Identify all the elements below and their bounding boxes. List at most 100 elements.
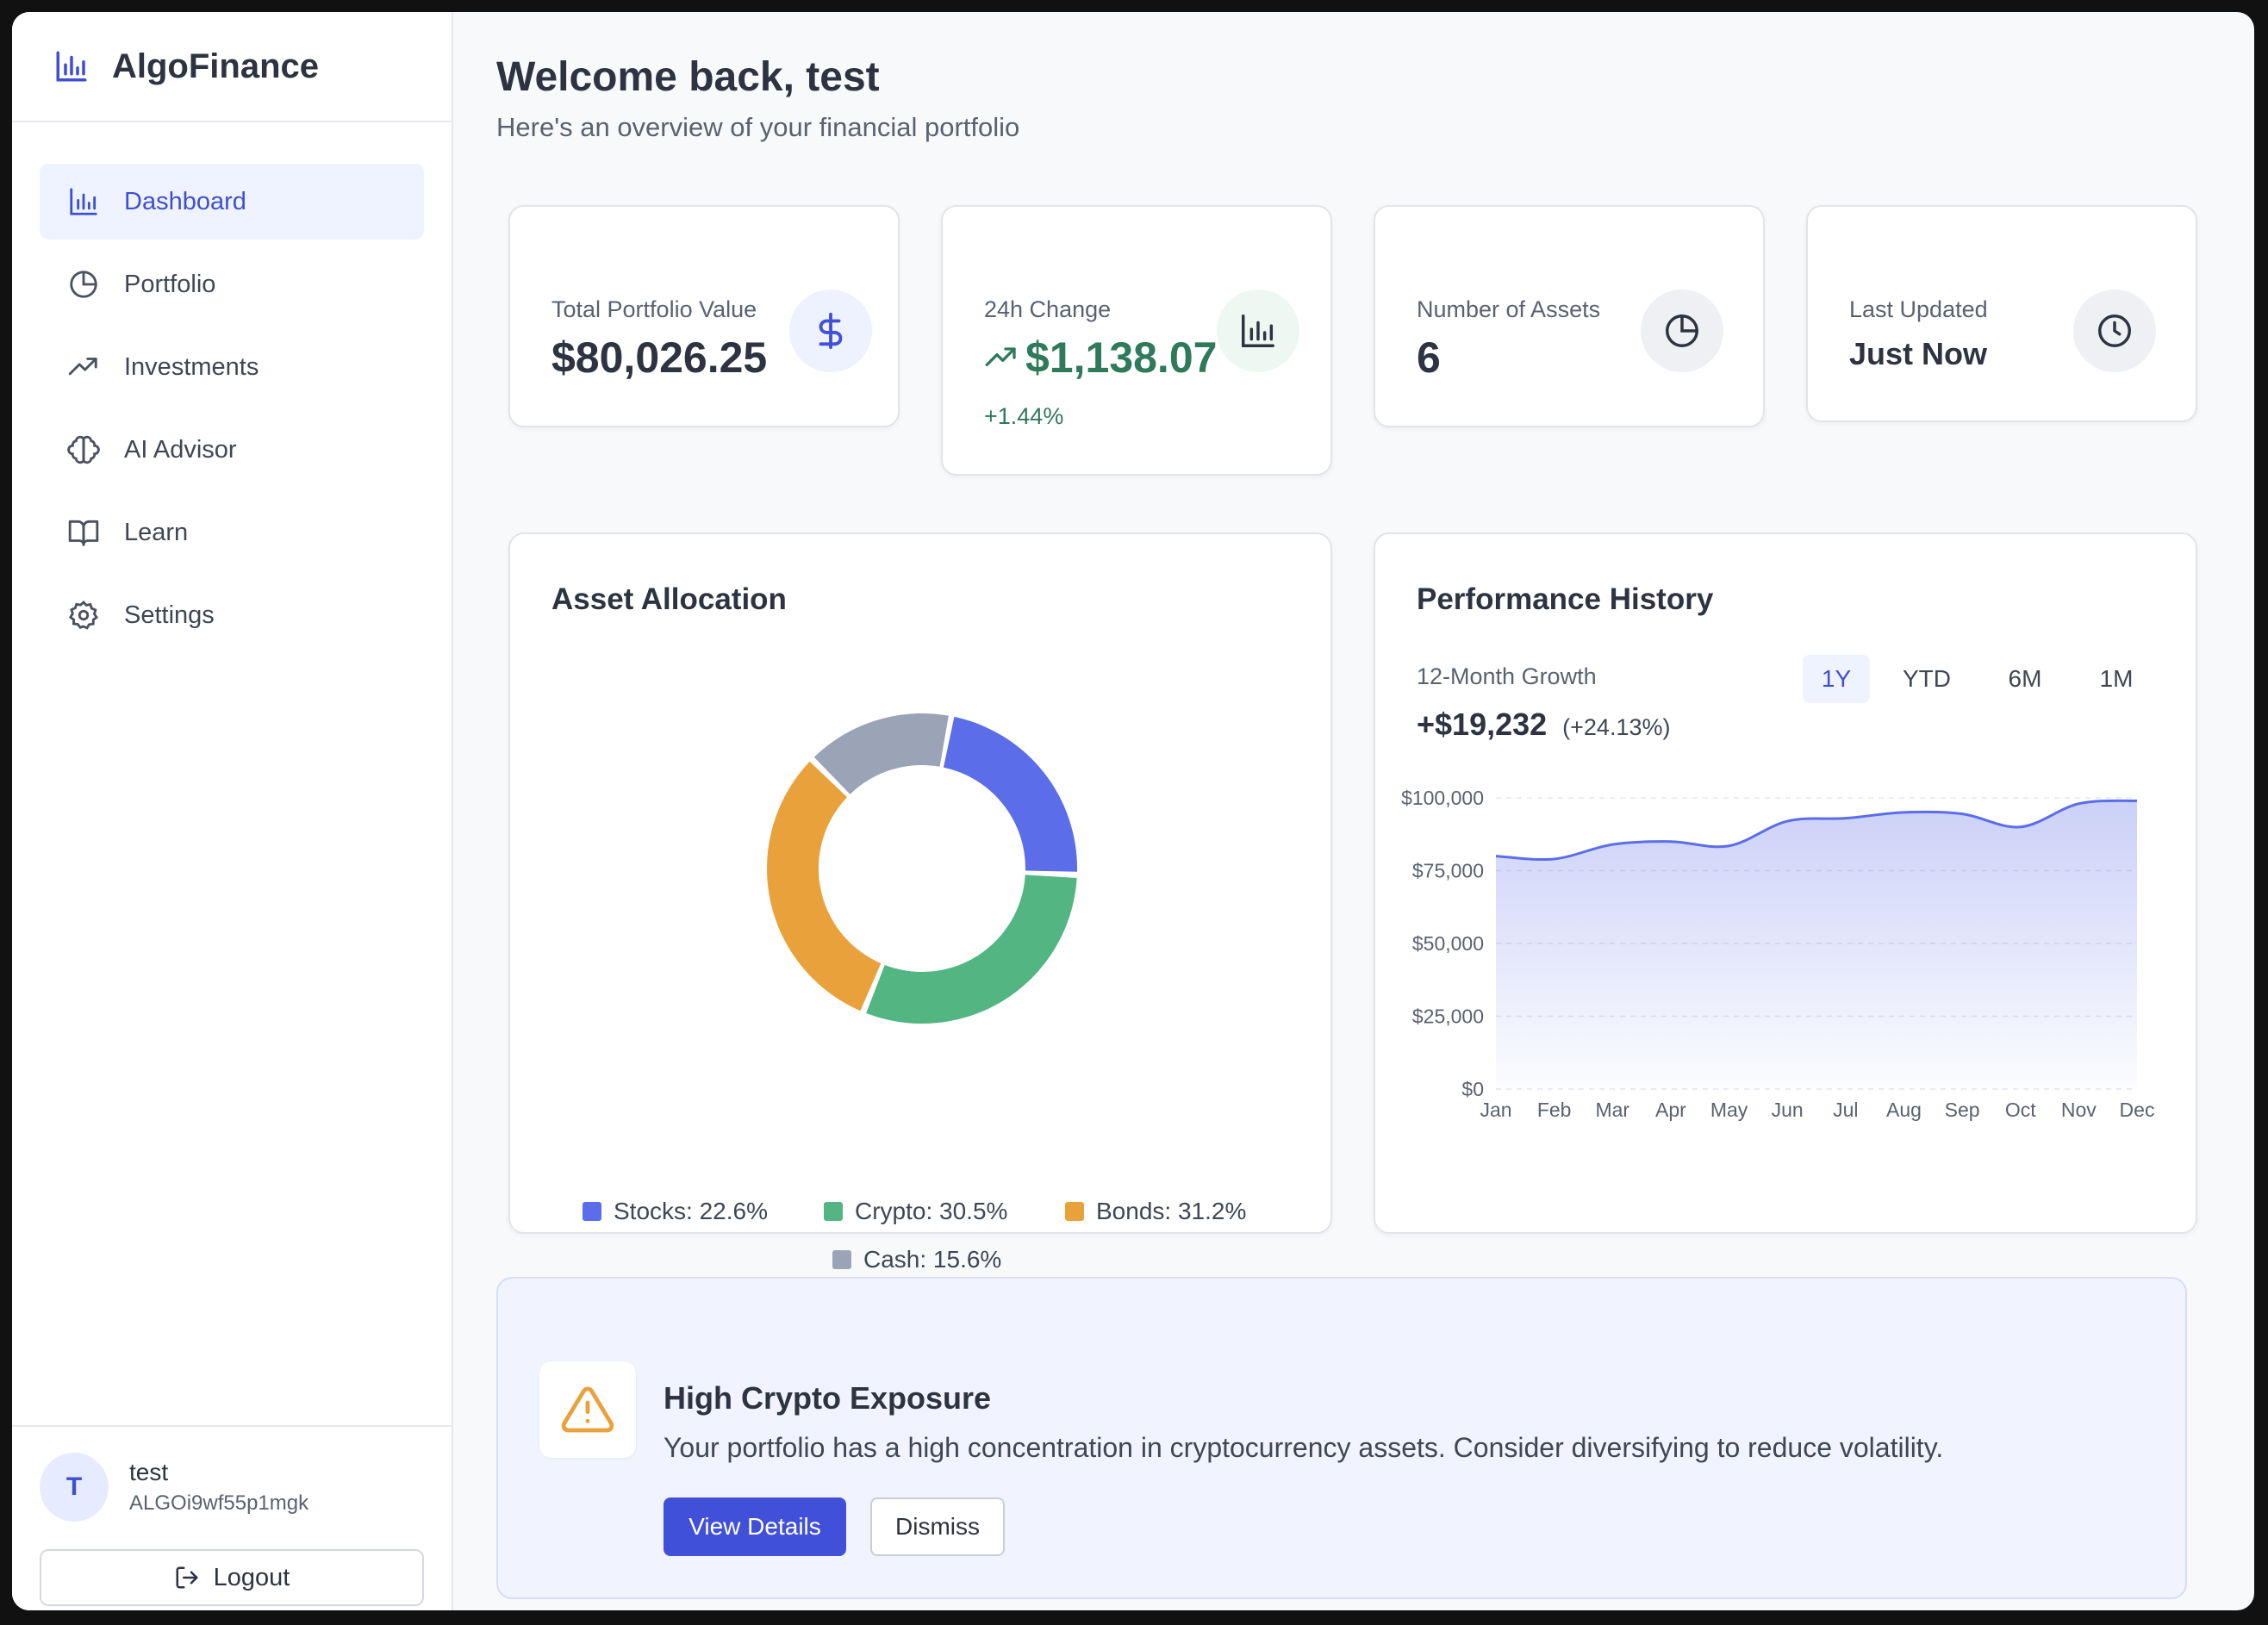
y-tick-label: $25,000 bbox=[1412, 1006, 1484, 1028]
legend-swatch bbox=[583, 1202, 601, 1221]
legend-item-stocks[interactable]: Stocks: 22.6% bbox=[583, 1198, 768, 1225]
y-tick-label: $0 bbox=[1461, 1078, 1484, 1100]
legend-swatch bbox=[832, 1250, 851, 1269]
legend-label: Cash: 15.6% bbox=[863, 1246, 1002, 1273]
donut-slice-bonds[interactable] bbox=[767, 713, 1077, 1024]
performance-chart: $0 $25,000 $50,000 $75,000 $100,000 Jan Feb Mar… bbox=[1401, 787, 2155, 1121]
view-details-button[interactable]: View Details bbox=[664, 1497, 846, 1556]
logout-label: Logout bbox=[213, 1563, 290, 1591]
brand[interactable]: AlgoFinance bbox=[12, 12, 452, 122]
area-fill bbox=[1496, 800, 2137, 1089]
stat-label: 24h Change bbox=[984, 296, 1112, 322]
stat-value: 6 bbox=[1417, 333, 1441, 382]
user-name: test bbox=[129, 1459, 169, 1485]
wallet-address: ALGOi9wf55p1mgk bbox=[129, 1491, 309, 1515]
x-tick-label: Oct bbox=[2005, 1099, 2036, 1121]
sidebar-item-investments[interactable]: Investments bbox=[40, 329, 424, 405]
sidebar-item-label: Portfolio bbox=[124, 270, 216, 298]
y-tick-label: $75,000 bbox=[1412, 860, 1484, 882]
x-tick-label: Jan bbox=[1480, 1099, 1511, 1121]
donut-slice-crypto[interactable] bbox=[767, 713, 1077, 1024]
crypto-exposure-alert: High Crypto Exposure Your portfolio has … bbox=[496, 1277, 2187, 1599]
sidebar-item-label: Investments bbox=[124, 352, 259, 381]
trending-up-icon bbox=[985, 347, 1016, 366]
stat-value: $1,138.07 bbox=[984, 333, 1217, 383]
y-tick-label: $100,000 bbox=[1401, 787, 1484, 809]
legend-label: Stocks: 22.6% bbox=[614, 1198, 768, 1224]
stat-card-24h-change: 24h Change $1,138.07 +1.44% bbox=[941, 205, 1332, 476]
x-tick-label: Dec bbox=[2120, 1099, 2155, 1121]
sidebar-item-settings[interactable]: Settings bbox=[40, 577, 424, 653]
growth-percent: (+24.13%) bbox=[1562, 714, 1671, 740]
sidebar-item-label: Settings bbox=[124, 601, 215, 629]
logout-button[interactable]: Logout bbox=[40, 1549, 424, 1606]
sidebar-item-label: Dashboard bbox=[124, 187, 246, 215]
x-tick-label: Apr bbox=[1655, 1099, 1686, 1121]
alert-message: Your portfolio has a high concentration … bbox=[664, 1432, 1944, 1463]
stat-card-total-value: Total Portfolio Value $80,026.25 bbox=[508, 205, 900, 427]
bar-chart-icon bbox=[56, 51, 87, 82]
x-tick-label: Feb bbox=[1537, 1099, 1572, 1121]
pie-chart-icon bbox=[1641, 290, 1723, 372]
page-subtitle: Here's an overview of your financial por… bbox=[496, 112, 1020, 142]
growth-label: 12-Month Growth bbox=[1417, 663, 1597, 689]
warning-icon bbox=[539, 1361, 636, 1458]
sidebar-item-label: Learn bbox=[124, 518, 189, 546]
card-title: Asset Allocation bbox=[551, 582, 787, 616]
sidebar-footer: T test ALGOi9wf55p1mgk Logout bbox=[12, 1425, 452, 1610]
donut-slice-stocks[interactable] bbox=[767, 713, 1077, 1024]
x-tick-label: Nov bbox=[2061, 1099, 2097, 1121]
legend-swatch bbox=[1065, 1202, 1084, 1221]
pie-chart-icon bbox=[70, 271, 97, 298]
legend-item-crypto[interactable]: Crypto: 30.5% bbox=[824, 1198, 1007, 1225]
change-value: $1,138.07 bbox=[1025, 333, 1218, 382]
brain-icon bbox=[67, 435, 100, 464]
sidebar-item-ai-advisor[interactable]: AI Advisor bbox=[40, 412, 424, 488]
legend-item-cash[interactable]: Cash: 15.6% bbox=[832, 1246, 1001, 1273]
trending-up-icon bbox=[68, 358, 97, 376]
sidebar-item-learn[interactable]: Learn bbox=[40, 495, 424, 570]
series-line[interactable] bbox=[1495, 799, 2138, 862]
performance-history-card: Performance History 12-Month Growth +$19… bbox=[1374, 532, 2197, 1234]
logout-icon bbox=[176, 1566, 198, 1589]
card-title: Performance History bbox=[1417, 582, 1714, 616]
stat-value: Just Now bbox=[1849, 336, 1988, 371]
legend-label: Crypto: 30.5% bbox=[855, 1198, 1008, 1224]
bar-chart-icon bbox=[70, 188, 97, 215]
gear-icon bbox=[68, 600, 98, 630]
app-name: AlgoFinance bbox=[112, 47, 320, 85]
sidebar-item-dashboard[interactable]: Dashboard bbox=[40, 164, 424, 240]
range-1m-button[interactable]: 1M bbox=[2099, 665, 2134, 692]
clock-icon bbox=[2073, 290, 2156, 372]
x-tick-label: Mar bbox=[1595, 1099, 1629, 1121]
range-ytd-button[interactable]: YTD bbox=[1903, 665, 1951, 692]
x-tick-label: Sep bbox=[1945, 1099, 1980, 1121]
y-tick-label: $50,000 bbox=[1412, 932, 1484, 955]
stat-label: Last Updated bbox=[1849, 296, 1988, 322]
x-tick-label: May bbox=[1710, 1099, 1748, 1121]
x-tick-label: Aug bbox=[1886, 1099, 1922, 1121]
asset-allocation-chart bbox=[767, 713, 1077, 1024]
user-profile[interactable]: T test ALGOi9wf55p1mgk bbox=[40, 1453, 424, 1522]
sidebar: AlgoFinance Dashboard Portfolio Investme… bbox=[12, 12, 453, 1610]
range-1y-button[interactable]: 1Y bbox=[1803, 655, 1870, 703]
legend-swatch bbox=[824, 1202, 843, 1221]
growth-value: +$19,232 bbox=[1417, 707, 1548, 742]
sidebar-nav: Dashboard Portfolio Investments bbox=[12, 122, 452, 653]
avatar: T bbox=[40, 1453, 109, 1522]
legend-item-bonds[interactable]: Bonds: 31.2% bbox=[1065, 1198, 1246, 1225]
change-percent: +1.44% bbox=[984, 403, 1064, 429]
legend-label: Bonds: 31.2% bbox=[1096, 1198, 1247, 1224]
stat-card-last-updated: Last Updated Just Now bbox=[1806, 205, 2197, 422]
stat-label: Number of Assets bbox=[1417, 296, 1601, 322]
range-6m-button[interactable]: 6M bbox=[2008, 665, 2042, 692]
dismiss-button[interactable]: Dismiss bbox=[870, 1497, 1005, 1556]
book-open-icon bbox=[68, 520, 99, 546]
dollar-icon bbox=[789, 290, 872, 372]
stat-card-asset-count: Number of Assets 6 bbox=[1374, 205, 1765, 427]
sidebar-item-portfolio[interactable]: Portfolio bbox=[40, 246, 424, 322]
growth-summary: +$19,232 (+24.13%) bbox=[1417, 707, 1670, 743]
stat-label: Total Portfolio Value bbox=[551, 296, 757, 322]
sidebar-item-label: AI Advisor bbox=[124, 435, 237, 464]
